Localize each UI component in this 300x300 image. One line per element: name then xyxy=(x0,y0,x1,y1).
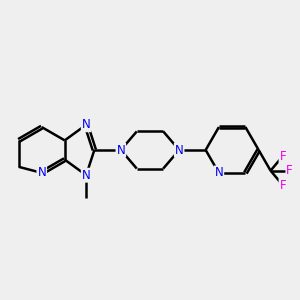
Text: N: N xyxy=(82,118,91,131)
Text: N: N xyxy=(116,143,125,157)
Text: F: F xyxy=(286,164,293,177)
Text: F: F xyxy=(280,149,286,163)
Text: N: N xyxy=(82,169,91,182)
Text: N: N xyxy=(214,167,223,179)
Text: N: N xyxy=(38,167,46,179)
Text: F: F xyxy=(280,179,286,192)
Text: N: N xyxy=(175,143,184,157)
